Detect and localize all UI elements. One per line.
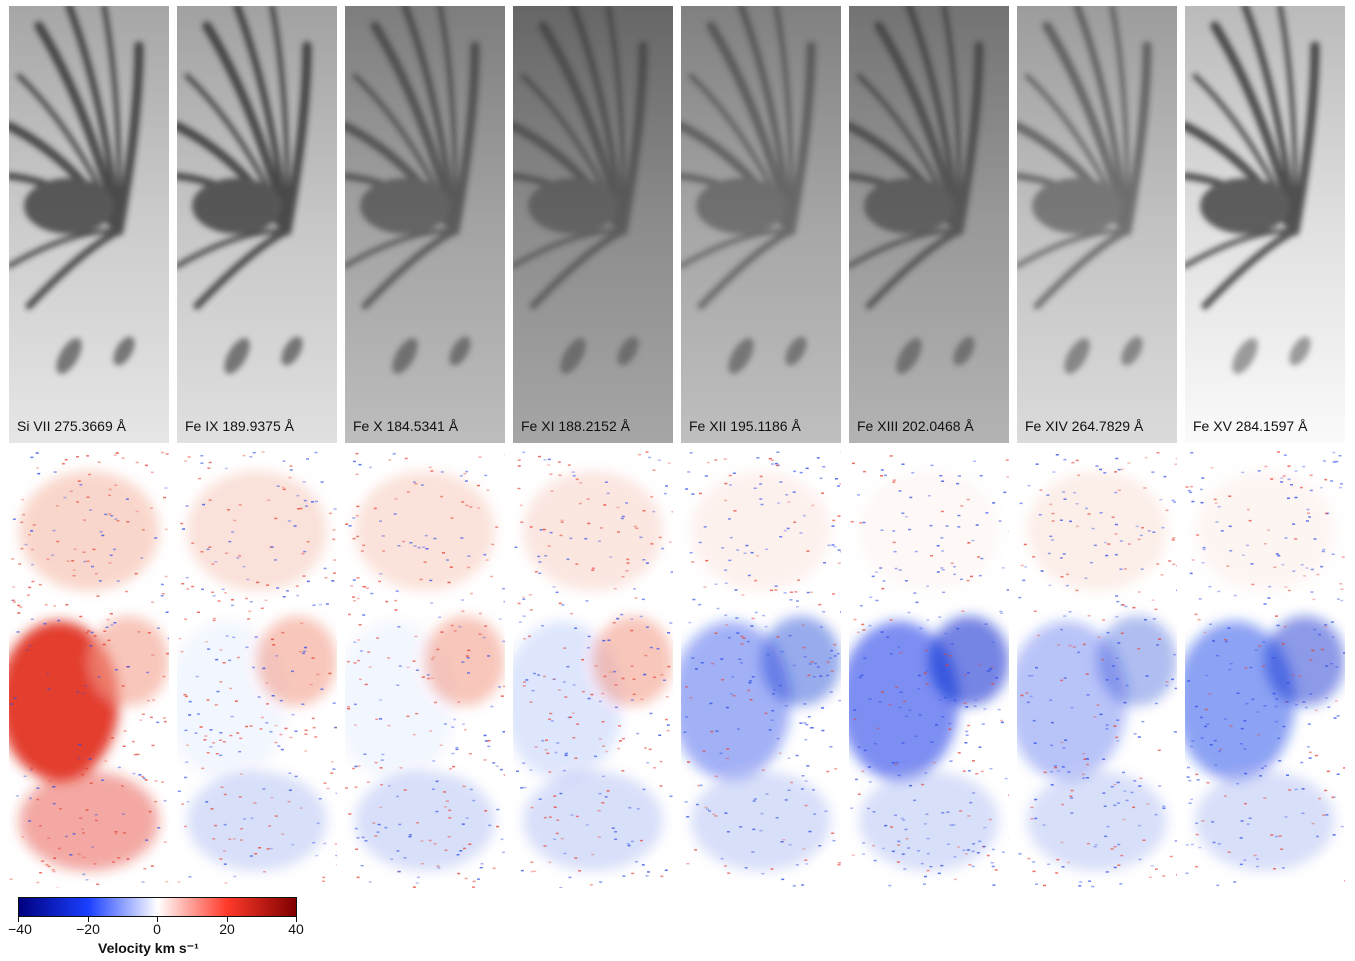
spectral-line-label: Fe IX 189.9375 Å: [185, 418, 294, 434]
intensity-panel: Fe XIII 202.0468 Å: [849, 6, 1009, 443]
spectral-line-label: Fe X 184.5341 Å: [353, 418, 459, 434]
colorbar-tick: [88, 917, 89, 922]
colorbar-title: Velocity km s⁻¹: [98, 940, 199, 956]
colorbar-tick: [157, 917, 158, 922]
colorbar-tick-label: 0: [153, 921, 161, 937]
colorbar-tick-label: −40: [8, 921, 32, 937]
intensity-panel: Si VII 275.3669 Å: [9, 6, 169, 443]
velocity-panel: [177, 451, 337, 888]
colorbar-tick-label: 40: [288, 921, 304, 937]
spectral-line-label: Fe XII 195.1186 Å: [689, 418, 801, 434]
velocity-panel: [1185, 451, 1345, 888]
velocity-panel: [345, 451, 505, 888]
velocity-panel: [681, 451, 841, 888]
intensity-panel: Fe X 184.5341 Å: [345, 6, 505, 443]
intensity-panel: Fe XIV 264.7829 Å: [1017, 6, 1177, 443]
spectral-line-label: Fe XIII 202.0468 Å: [857, 418, 974, 434]
velocity-panel: [9, 451, 169, 888]
spectral-line-label: Si VII 275.3669 Å: [17, 418, 126, 434]
spectral-line-label: Fe XV 284.1597 Å: [1193, 418, 1308, 434]
intensity-panel: Fe IX 189.9375 Å: [177, 6, 337, 443]
velocity-panel: [1017, 451, 1177, 888]
intensity-panel: Fe XV 284.1597 Å: [1185, 6, 1345, 443]
velocity-colorbar: [18, 897, 297, 917]
intensity-panel: Fe XII 195.1186 Å: [681, 6, 841, 443]
colorbar-tick: [227, 917, 228, 922]
colorbar-tick: [18, 917, 19, 922]
colorbar-tick: [296, 917, 297, 922]
velocity-panel: [849, 451, 1009, 888]
colorbar-tick-label: 20: [219, 921, 235, 937]
colorbar-tick-label: −20: [76, 921, 100, 937]
velocity-panel: [513, 451, 673, 888]
spectral-line-label: Fe XIV 264.7829 Å: [1025, 418, 1144, 434]
intensity-panel: Fe XI 188.2152 Å: [513, 6, 673, 443]
spectral-line-label: Fe XI 188.2152 Å: [521, 418, 630, 434]
